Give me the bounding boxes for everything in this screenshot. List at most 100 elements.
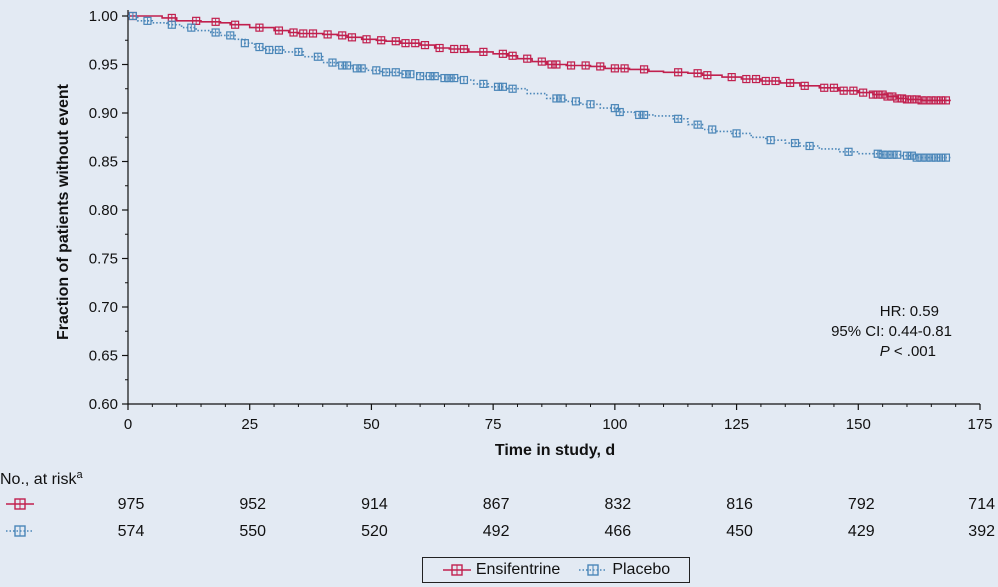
censor-mark-placebo xyxy=(450,73,459,83)
censor-mark-ensifentrine xyxy=(450,44,459,54)
censor-mark-placebo xyxy=(265,45,274,55)
censor-mark-ensifentrine xyxy=(742,74,751,84)
series-placebo xyxy=(128,11,952,162)
censor-mark-ensifentrine xyxy=(927,96,936,105)
censor-mark-placebo xyxy=(167,20,176,29)
at-risk-table: 975 952 914 867 832 816 792 714 574 550 520 492 466 4… xyxy=(6,496,995,540)
y-tick-label: 1.00 xyxy=(89,8,118,25)
at-risk-value-placebo: 392 xyxy=(968,523,995,540)
censor-mark-placebo xyxy=(805,141,814,151)
censor-mark-placebo xyxy=(844,147,853,156)
censor-mark-placebo xyxy=(732,129,741,138)
censor-mark-ensifentrine xyxy=(703,71,712,80)
censor-mark-placebo xyxy=(902,151,912,160)
censor-mark-ensifentrine xyxy=(829,83,839,92)
censor-mark-placebo xyxy=(936,153,946,162)
x-tick-label: 125 xyxy=(724,416,749,433)
censor-mark-ensifentrine xyxy=(751,74,761,84)
x-tick-label: 150 xyxy=(846,416,871,433)
censor-mark-placebo xyxy=(888,150,897,159)
y-tick-label: 0.95 xyxy=(89,57,118,74)
censor-mark-ensifentrine xyxy=(274,26,284,35)
at-risk-value-placebo: 466 xyxy=(605,523,632,540)
censor-mark-ensifentrine xyxy=(537,57,546,66)
at-risk-value-ensifentrine: 792 xyxy=(848,496,875,513)
x-tick-label: 175 xyxy=(967,416,992,433)
hr-annotation: HR: 0.59 xyxy=(880,303,939,320)
censor-mark-ensifentrine xyxy=(377,36,386,45)
censor-mark-ensifentrine xyxy=(391,37,400,46)
censor-mark-ensifentrine xyxy=(479,47,488,56)
censor-mark-placebo xyxy=(917,153,926,162)
y-tick-label: 0.75 xyxy=(89,251,118,268)
censor-mark-ensifentrine xyxy=(898,94,907,103)
censor-mark-placebo xyxy=(790,138,800,148)
censor-mark-ensifentrine xyxy=(362,35,371,44)
censor-mark-ensifentrine xyxy=(786,78,795,88)
censor-mark-ensifentrine xyxy=(917,96,926,105)
censor-mark-ensifentrine xyxy=(547,60,556,69)
censor-mark-placebo xyxy=(941,153,951,162)
censor-mark-placebo xyxy=(883,150,892,159)
censor-mark-ensifentrine xyxy=(839,86,848,95)
censor-mark-placebo xyxy=(932,153,941,162)
at-risk-title: No., at riska xyxy=(0,469,83,488)
x-axis-title: Time in study, d xyxy=(495,442,615,459)
censor-mark-ensifentrine xyxy=(508,51,517,60)
legend-label-placebo: Placebo xyxy=(612,561,671,578)
censor-mark-placebo xyxy=(893,150,902,159)
censor-mark-ensifentrine xyxy=(211,17,220,26)
series-line-ensifentrine xyxy=(128,15,951,102)
censor-mark-ensifentrine xyxy=(596,62,605,71)
censor-mark-placebo xyxy=(571,97,581,106)
censor-mark-ensifentrine xyxy=(859,88,868,97)
at-risk-value-ensifentrine: 952 xyxy=(239,496,266,513)
censor-mark-placebo xyxy=(493,82,503,91)
censor-mark-placebo xyxy=(508,84,517,93)
censor-mark-placebo xyxy=(912,153,921,162)
series-ensifentrine xyxy=(128,11,951,105)
censor-mark-ensifentrine xyxy=(936,96,946,105)
censor-mark-ensifentrine xyxy=(639,65,649,74)
censor-mark-ensifentrine xyxy=(800,81,809,90)
legend-item-ensifentrine: Ensifentrine xyxy=(442,561,560,579)
censor-mark-placebo xyxy=(615,107,624,117)
censor-mark-placebo xyxy=(338,61,347,70)
censor-mark-placebo xyxy=(391,68,400,77)
legend: Ensifentrine Placebo xyxy=(422,557,690,583)
censor-mark-ensifentrine xyxy=(893,94,902,103)
censor-mark-placebo xyxy=(255,42,264,52)
censor-mark-placebo xyxy=(381,68,391,77)
y-axis-title: Fraction of patients without event xyxy=(55,83,72,340)
censor-mark-ensifentrine xyxy=(401,39,410,48)
censor-mark-placebo xyxy=(425,72,434,81)
y-tick-label: 0.80 xyxy=(89,202,118,219)
censor-mark-placebo xyxy=(878,150,887,159)
censor-mark-ensifentrine xyxy=(620,64,629,73)
censor-mark-placebo xyxy=(357,64,366,73)
censor-mark-ensifentrine xyxy=(878,90,887,99)
censor-mark-ensifentrine xyxy=(192,16,201,25)
censor-mark-placebo xyxy=(430,72,439,81)
y-tick-label: 0.90 xyxy=(89,105,118,122)
censor-mark-placebo xyxy=(766,136,775,145)
censor-mark-placebo xyxy=(294,47,303,56)
censor-mark-placebo xyxy=(674,114,683,123)
censor-mark-placebo xyxy=(693,120,702,129)
censor-mark-ensifentrine xyxy=(883,92,892,101)
censor-mark-ensifentrine xyxy=(581,61,590,70)
censor-mark-ensifentrine xyxy=(435,43,444,53)
censor-mark-ensifentrine xyxy=(693,69,702,78)
censor-mark-placebo xyxy=(440,73,449,83)
censor-mark-placebo xyxy=(128,11,137,21)
censor-mark-placebo xyxy=(372,66,381,75)
censor-mark-ensifentrine xyxy=(566,61,576,70)
censor-mark-ensifentrine xyxy=(411,39,420,48)
x-tick-label: 75 xyxy=(485,416,502,433)
censor-mark-placebo xyxy=(907,151,916,160)
censor-mark-placebo xyxy=(557,94,566,103)
censor-mark-ensifentrine xyxy=(941,96,951,105)
at-risk-value-placebo: 450 xyxy=(726,523,753,540)
at-risk-value-ensifentrine: 867 xyxy=(483,496,510,513)
